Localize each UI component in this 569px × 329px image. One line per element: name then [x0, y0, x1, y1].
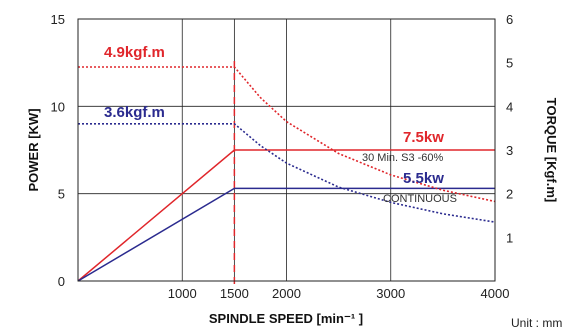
annotation-max-torque: 4.9kgf.m — [104, 44, 165, 61]
x-tick-label-0: 1000 — [168, 286, 197, 301]
x-tick-label-1: 1500 — [220, 286, 249, 301]
annotation-s3-duty: 30 Min. S3 -60% — [362, 152, 444, 164]
annotation-continuous-power: 5.5kw — [403, 170, 444, 187]
x-tick-labels: 1000 1500 2000 3000 4000 — [168, 286, 510, 301]
y-left-tick-label-1: 5 — [58, 187, 65, 202]
y-left-axis-title: POWER [KW] — [26, 108, 41, 191]
x-axis-title: SPINDLE SPEED [min⁻¹ ] — [209, 311, 363, 326]
x-tick-label-3: 3000 — [376, 286, 405, 301]
series-line-3 — [78, 123, 496, 223]
y-right-tick-label-5: 6 — [506, 12, 513, 27]
annotation-continuous-torque: 3.6kgf.m — [104, 104, 165, 121]
unit-note: Unit : mm — [511, 316, 562, 329]
y-right-tick-label-4: 5 — [506, 56, 513, 71]
y-left-tick-label-0: 0 — [58, 274, 65, 289]
y-left-tick-label-3: 15 — [51, 12, 65, 27]
y-right-tick-label-3: 4 — [506, 99, 513, 114]
y-right-axis-title: TORQUE [Kgf.m] — [544, 98, 559, 202]
y-right-tick-label-1: 2 — [506, 187, 513, 202]
series-group — [77, 61, 496, 285]
y-right-tick-label-0: 1 — [506, 230, 513, 245]
y-right-tick-label-2: 3 — [506, 143, 513, 158]
plot-frame — [77, 18, 496, 282]
series-line-1 — [77, 187, 495, 282]
y-left-tick-labels: 0 5 10 15 — [51, 12, 65, 289]
x-tick-label-2: 2000 — [272, 286, 301, 301]
annotation-max-power: 7.5kw — [403, 129, 444, 146]
y-left-tick-label-2: 10 — [51, 99, 65, 114]
annotation-continuous: CONTINUOUS — [383, 193, 457, 205]
x-tick-label-4: 4000 — [481, 286, 510, 301]
series-line-0 — [77, 149, 495, 282]
y-right-tick-labels: 1 2 3 4 5 6 — [506, 12, 513, 245]
